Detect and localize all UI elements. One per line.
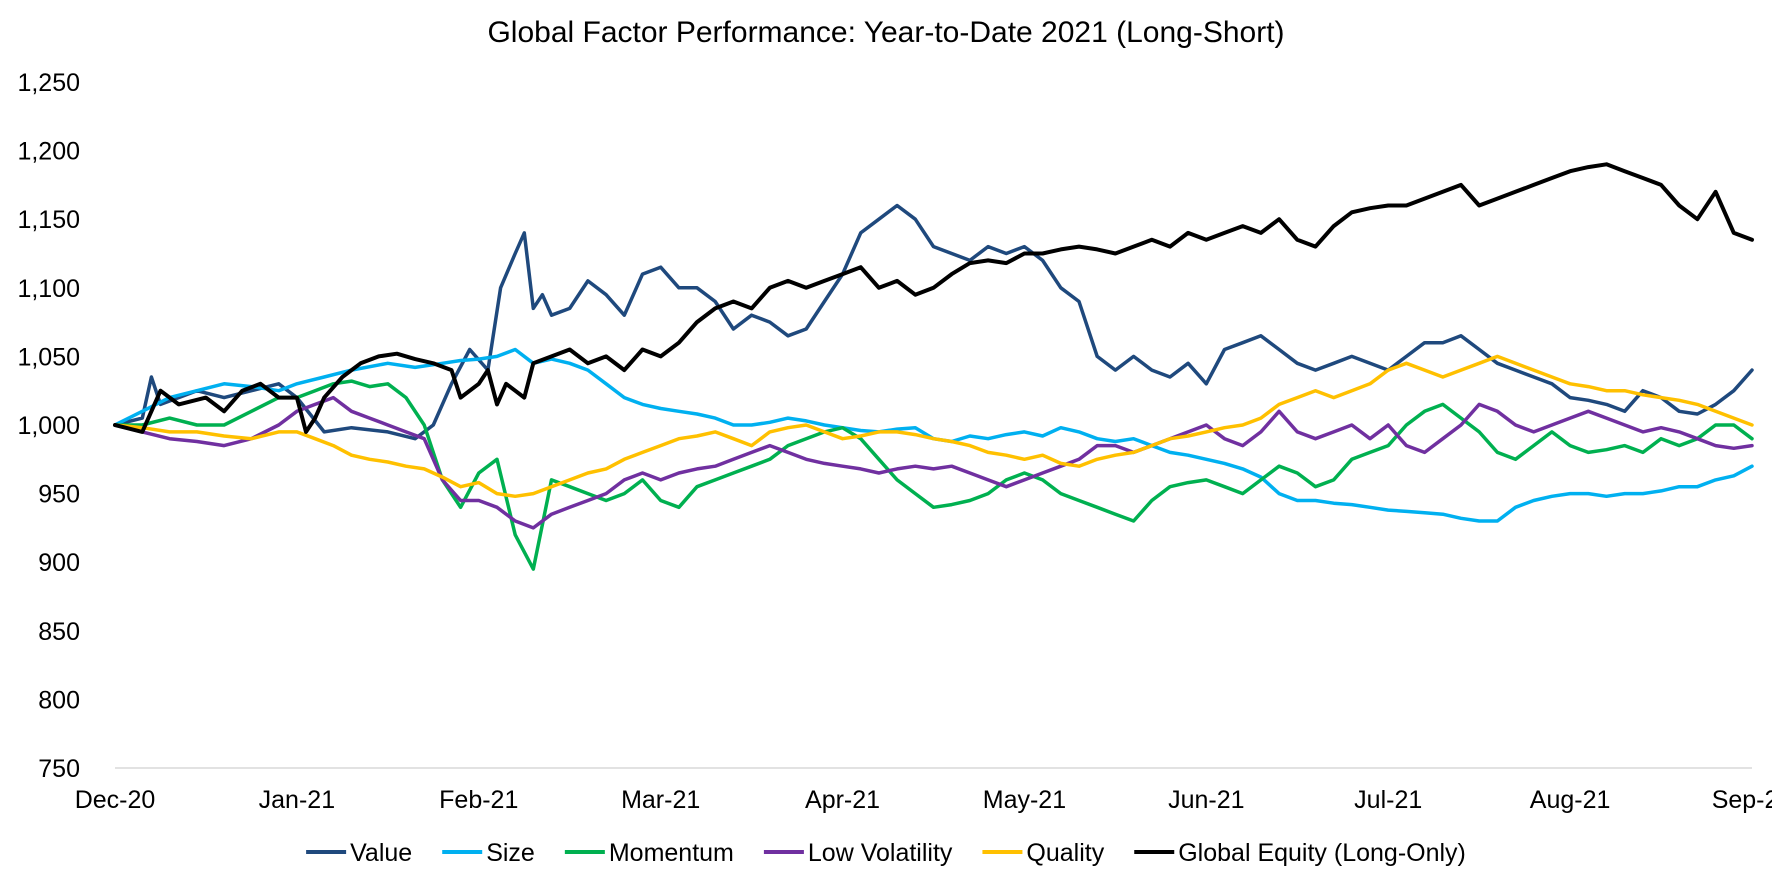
legend: Value Size Momentum Low Volatility Quality Gl… (306, 839, 1466, 867)
series-line-size (113, 347, 1754, 523)
x-tick-label: Jul-21 (1354, 786, 1422, 814)
series-line-quality (113, 354, 1754, 499)
y-tick-label: 1,250 (17, 69, 80, 97)
y-tick-label: 1,100 (17, 275, 80, 303)
x-tick-label: Aug-21 (1530, 786, 1611, 814)
y-tick-label: 950 (38, 481, 80, 509)
x-tick-label: Feb-21 (439, 786, 518, 814)
series-lines (113, 162, 1754, 571)
legend-label-size: Size (486, 839, 535, 867)
x-tick-label: Jun-21 (1168, 786, 1244, 814)
y-tick-label: 900 (38, 549, 80, 577)
x-tick-label: Sep-21 (1712, 786, 1772, 814)
x-tick-label: Mar-21 (621, 786, 700, 814)
legend-label-global-equity-long-only: Global Equity (Long-Only) (1178, 839, 1466, 867)
x-tick-label: Apr-21 (805, 786, 880, 814)
y-tick-label: 1,150 (17, 206, 80, 234)
legend-label-low-volatility: Low Volatility (808, 839, 953, 867)
legend-label-momentum: Momentum (609, 839, 734, 867)
series-line-low-volatility (113, 395, 1754, 530)
y-tick-label: 850 (38, 618, 80, 646)
y-tick-label: 1,000 (17, 412, 80, 440)
legend-label-quality: Quality (1026, 839, 1104, 867)
legend-label-value: Value (350, 839, 412, 867)
y-tick-label: 800 (38, 686, 80, 714)
y-tick-label: 1,050 (17, 343, 80, 371)
y-tick-label: 750 (38, 755, 80, 783)
chart-title: Global Factor Performance: Year-to-Date … (487, 16, 1284, 49)
x-tick-label: May-21 (983, 786, 1066, 814)
series-line-momentum (113, 379, 1754, 571)
x-tick-label: Jan-21 (259, 786, 335, 814)
axes: 750 800 850 900 950 1,000 1,050 1,100 1,150 1,200… (17, 69, 1772, 814)
series-line-global-equity-long-only (113, 162, 1754, 434)
series-line-value (113, 203, 1754, 441)
x-tick-label: Dec-20 (75, 786, 156, 814)
y-tick-label: 1,200 (17, 138, 80, 166)
